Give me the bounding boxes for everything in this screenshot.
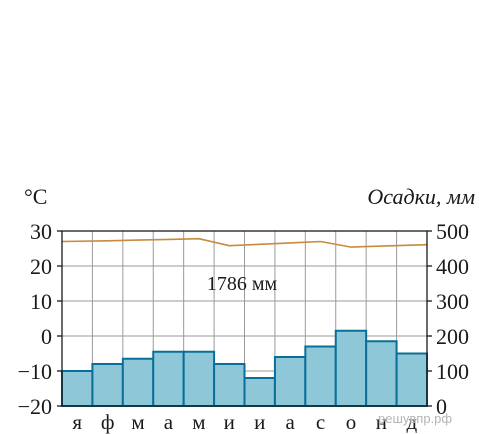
precipitation-bar bbox=[304, 345, 337, 407]
precipitation-bar bbox=[121, 357, 155, 407]
month-label: и bbox=[224, 410, 235, 434]
left-tick-label: −10 bbox=[18, 359, 52, 384]
month-label: н bbox=[376, 410, 387, 434]
plot-frame bbox=[61, 230, 428, 407]
temperature-line bbox=[61, 237, 428, 248]
precipitation-bar bbox=[152, 350, 185, 407]
watermark: решувпр.рф bbox=[378, 411, 452, 426]
month-label: а bbox=[285, 410, 295, 434]
left-tick-label: −20 bbox=[18, 394, 52, 419]
month-label: я bbox=[72, 410, 82, 434]
month-label: м bbox=[131, 410, 144, 434]
precipitation-bar bbox=[213, 363, 246, 407]
month-label: д bbox=[406, 410, 417, 434]
temperature-line-group bbox=[61, 237, 428, 248]
right-tick-label: 400 bbox=[436, 254, 469, 279]
precipitation-bar bbox=[61, 370, 94, 407]
right-tick-label: 200 bbox=[436, 324, 469, 349]
left-tick-label: 30 bbox=[30, 219, 52, 244]
left-tick-label: 0 bbox=[41, 324, 52, 349]
month-label: о bbox=[346, 410, 357, 434]
left-tick-label: 10 bbox=[30, 289, 52, 314]
precipitation-bar bbox=[365, 340, 398, 407]
month-label: с bbox=[316, 410, 325, 434]
month-label: м bbox=[192, 410, 205, 434]
precipitation-bar bbox=[273, 356, 307, 407]
precipitation-bar bbox=[182, 350, 216, 407]
annual-precipitation-annotation: 1786 мм bbox=[207, 273, 278, 295]
precipitation-bar bbox=[91, 363, 124, 407]
right-tick-label: 500 bbox=[436, 219, 469, 244]
left-axis-label: °C bbox=[24, 184, 47, 209]
precipitation-bar bbox=[334, 329, 368, 407]
month-label: ф bbox=[101, 410, 115, 434]
precipitation-bar bbox=[243, 377, 276, 407]
right-tick-label: 100 bbox=[436, 359, 469, 384]
right-tick-label: 0 bbox=[436, 394, 447, 419]
left-tick-label: 20 bbox=[30, 254, 52, 279]
precipitation-bar bbox=[395, 352, 429, 407]
right-axis-label: Осадки, мм bbox=[367, 184, 475, 209]
month-label: а bbox=[164, 410, 174, 434]
right-tick-label: 300 bbox=[436, 289, 469, 314]
month-label: и bbox=[254, 410, 265, 434]
